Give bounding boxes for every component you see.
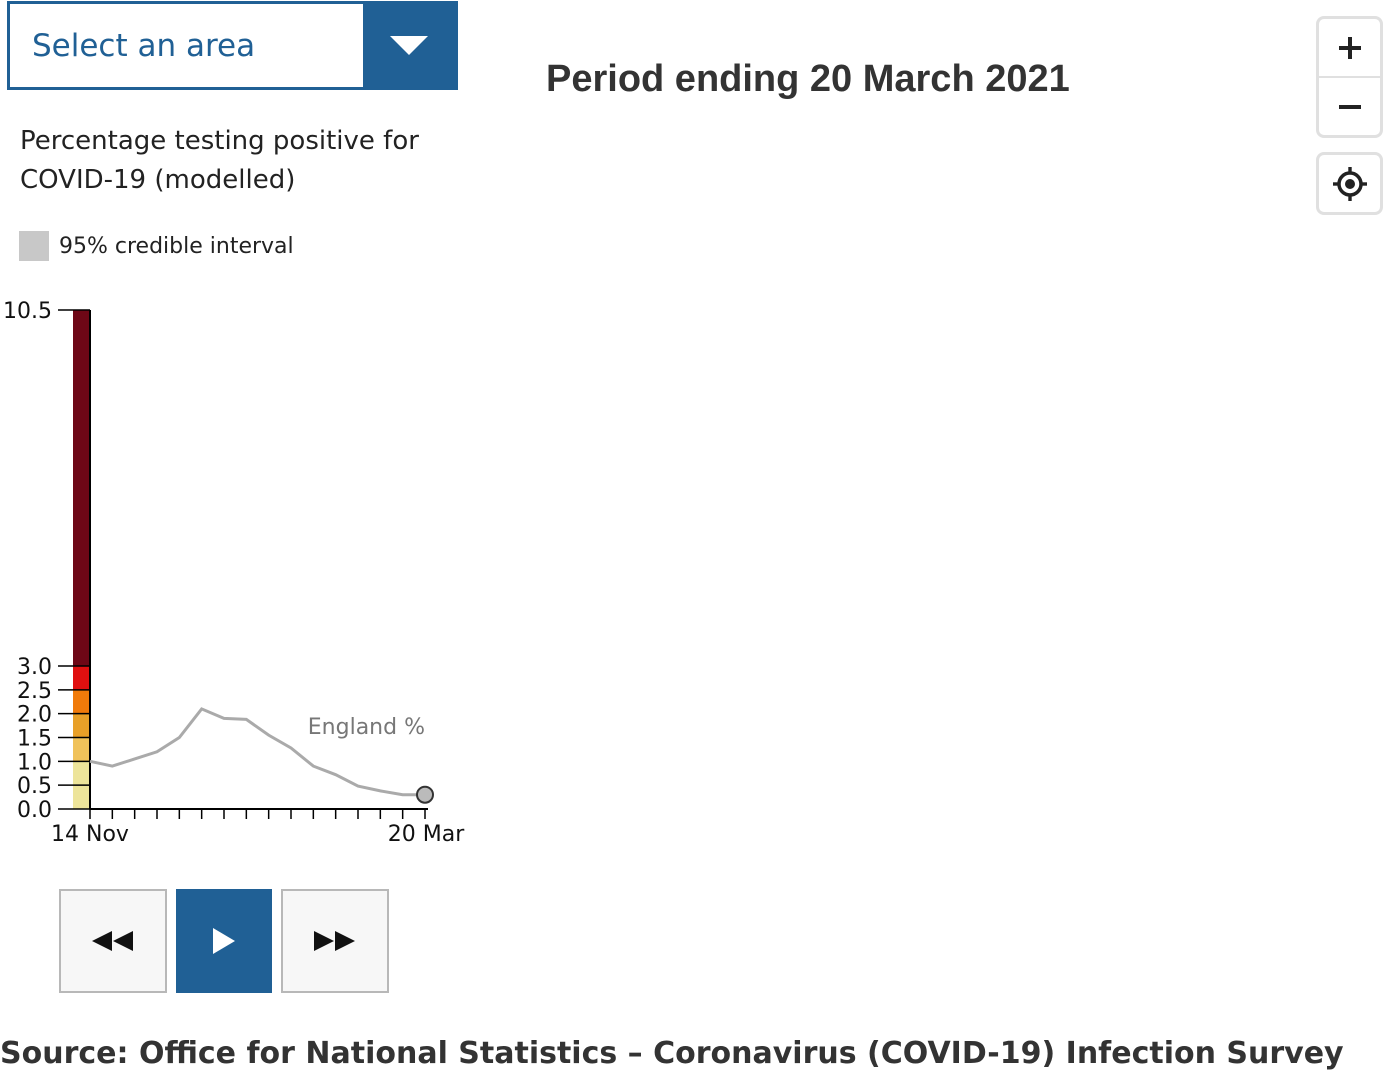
locate-button[interactable] [1319,155,1380,212]
positivity-chart: 0.00.51.01.52.02.53.0 10.5 14 Nov 20 Mar Eng… [3,299,465,847]
y-tick-label: 10.5 [3,299,52,324]
zoom-in-button[interactable] [1319,19,1380,76]
y-tick-label: 3.0 [17,655,52,680]
fast-forward-button[interactable] [281,889,389,993]
series-label: England % [308,715,425,740]
area-select-label: Select an area [32,27,256,64]
rewind-icon [92,931,133,951]
chevron-down-icon[interactable] [363,4,455,87]
plus-icon [1338,36,1361,59]
color-scale-band [73,689,90,714]
legend: 95% credible interval [19,231,294,261]
legend-swatch [19,231,49,261]
y-tick-label: 2.5 [17,679,52,704]
y-tick-label: 1.0 [17,750,52,775]
rewind-button[interactable] [59,889,167,993]
minus-icon [1338,104,1361,109]
legend-label: 95% credible interval [59,233,294,259]
color-scale-band [73,666,90,690]
play-icon [213,928,235,954]
y-tick-label: 1.5 [17,727,52,752]
color-scale-band [73,310,90,666]
chart-heading: Percentage testing positive for COVID-19… [20,126,419,195]
period-title: Period ending 20 March 2021 [546,58,1070,100]
x-tick-label: 14 Nov [51,822,129,847]
x-tick-label: 20 Mar [388,822,465,847]
locate-control [1316,152,1383,215]
y-tick-label: 0.0 [17,798,52,823]
zoom-out-button[interactable] [1319,76,1380,135]
color-scale-band [73,713,90,738]
locate-icon [1332,166,1367,201]
y-tick-label: 0.5 [17,774,52,799]
zoom-controls [1316,16,1383,138]
series-line [89,707,425,797]
y-tick-label: 2.0 [17,703,52,728]
color-scale-band [73,737,90,762]
map-controls [1316,16,1383,215]
area-select-dropdown[interactable]: Select an area [7,1,458,90]
current-point-marker [416,785,434,804]
source-note: Source: Office for National Statistics –… [0,1036,1344,1071]
playback-controls [59,889,389,993]
fast-forward-icon [314,931,355,951]
play-button[interactable] [176,889,272,993]
